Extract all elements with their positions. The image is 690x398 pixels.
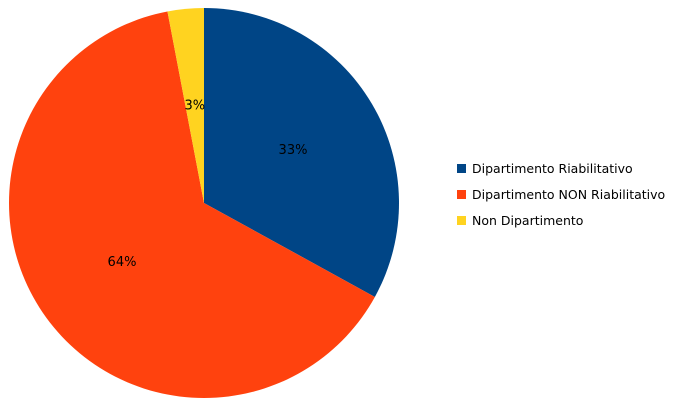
slice-labels-layer: 33% 64% 3% (108, 98, 308, 270)
legend-swatch (457, 163, 466, 173)
legend-label: Non Dipartimento (472, 212, 584, 228)
slice-percent-label: 64% (108, 255, 137, 270)
legend: Dipartimento Riabilitativo Dipartimento … (457, 155, 665, 233)
legend-item-riabilitativo: Dipartimento Riabilitativo (457, 155, 665, 181)
pie-slice (9, 11, 375, 398)
pie-slice (204, 8, 399, 297)
legend-label: Dipartimento Riabilitativo (472, 160, 633, 176)
legend-item-non-riabilitativo: Dipartimento NON Riabilitativo (457, 181, 665, 207)
legend-label: Dipartimento NON Riabilitativo (472, 186, 666, 202)
pie-slice (167, 7, 204, 203)
legend-swatch (457, 189, 466, 199)
slices-layer (9, 7, 399, 398)
slice-percent-label: 3% (184, 98, 205, 113)
legend-item-non-dipartimento: Non Dipartimento (457, 207, 665, 233)
legend-swatch (457, 215, 466, 225)
slice-percent-label: 33% (279, 143, 308, 158)
